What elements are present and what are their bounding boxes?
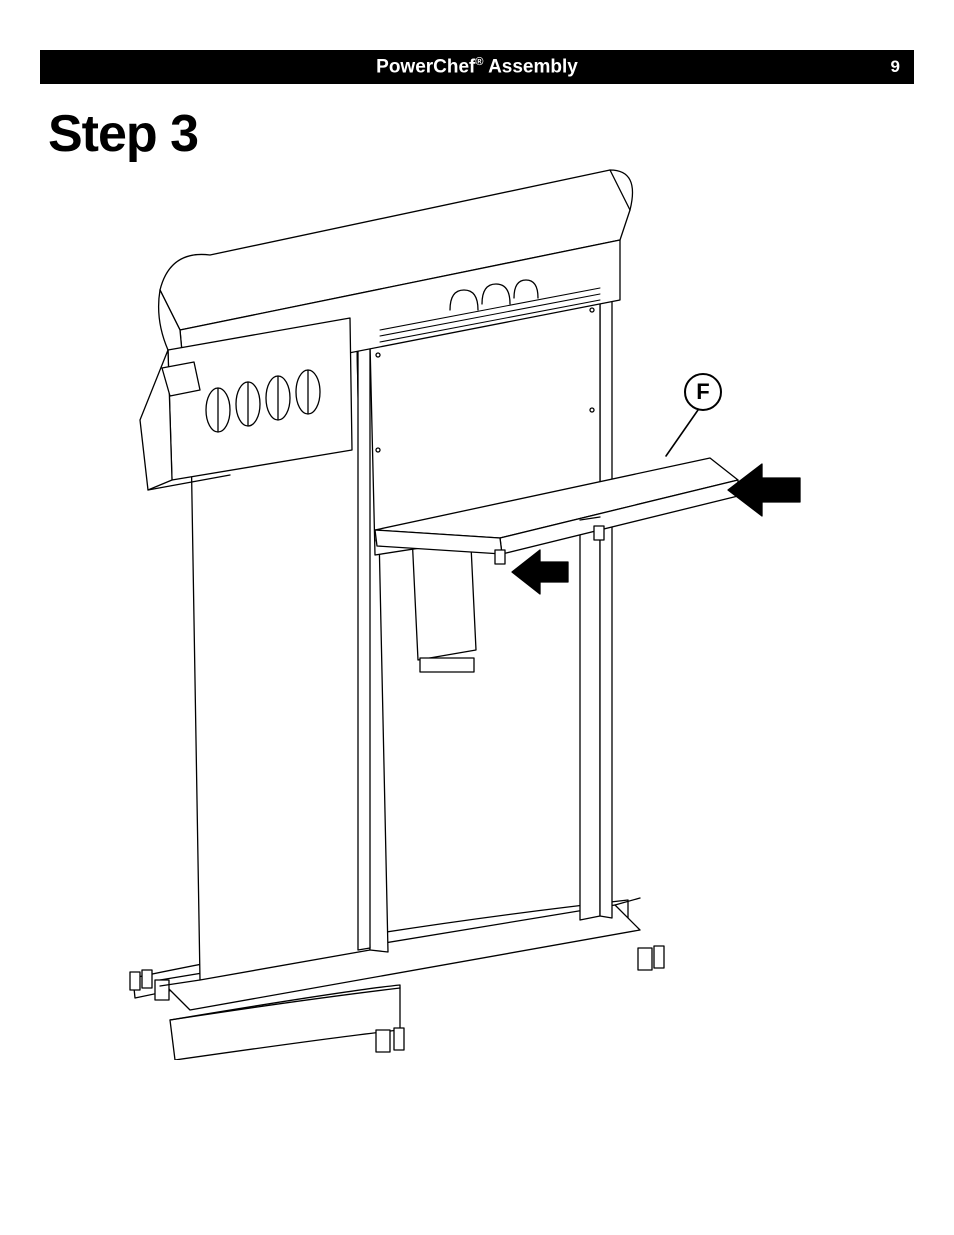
callout-f-label: F (696, 379, 709, 405)
step-title: Step 3 (48, 104, 198, 164)
callout-f: F (684, 373, 722, 411)
page-number: 9 (891, 57, 900, 77)
product-name: PowerChef (376, 56, 475, 77)
section-name: Assembly (488, 56, 578, 77)
header-title: PowerChef® Assembly (376, 56, 578, 78)
header-bar: PowerChef® Assembly 9 (40, 50, 914, 84)
manual-page: PowerChef® Assembly 9 Step 3 F (0, 0, 954, 1235)
grill-line-art (100, 160, 820, 1060)
assembly-diagram: F (100, 160, 820, 1060)
registered-mark: ® (475, 56, 483, 68)
